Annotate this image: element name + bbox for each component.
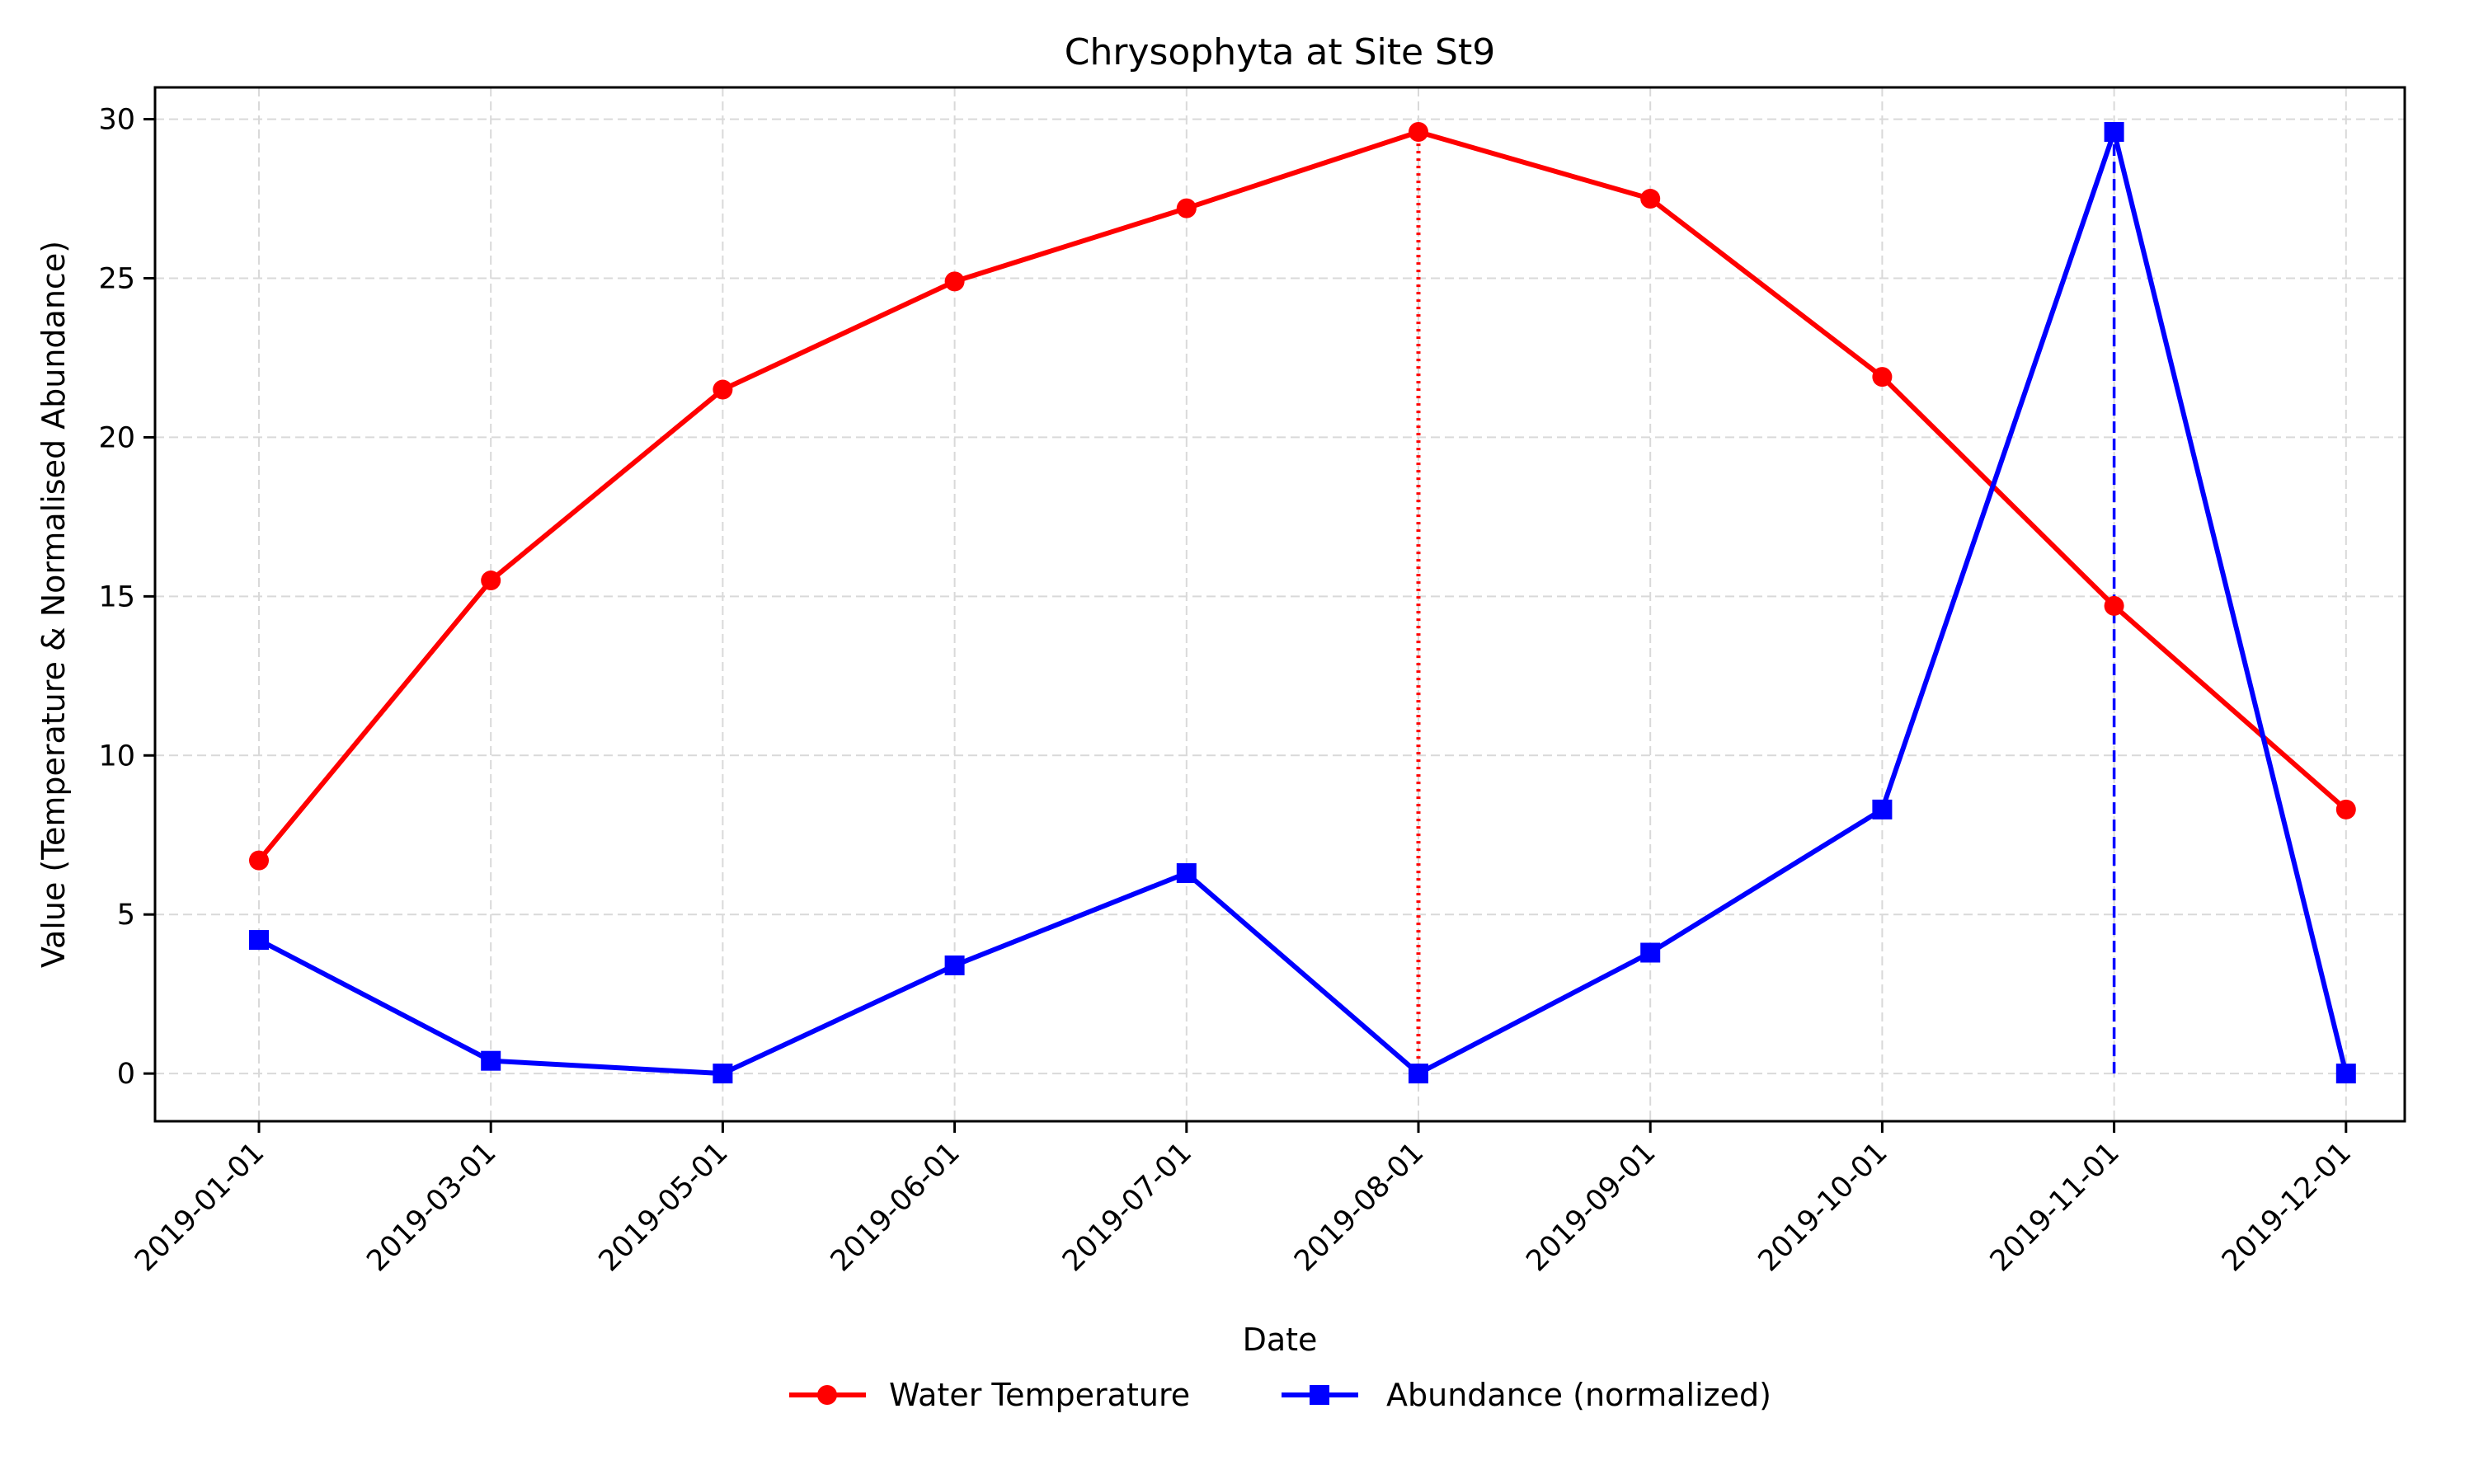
chart-title: Chrysophyta at Site St9 [1065,31,1495,73]
data-point [1176,863,1197,884]
data-point [1640,189,1661,209]
y-tick-label: 30 [98,104,135,137]
data-point [2335,1064,2356,1084]
data-point [1409,122,1428,143]
data-point [2335,799,2356,819]
data-point [1176,198,1197,218]
legend: Water Temperature Abundance (normalized) [789,1377,1771,1413]
data-point [249,850,269,871]
y-tick-label: 25 [98,263,135,296]
data-point [1872,799,1893,819]
legend-marker [817,1385,837,1405]
data-point [1640,942,1661,963]
legend-marker [1310,1385,1329,1405]
series [249,122,2356,1084]
data-point [944,271,965,292]
y-tick-label: 5 [117,899,135,932]
y-tick-label: 20 [98,421,135,454]
x-axis-label: Date [1243,1322,1318,1358]
y-tick-label: 0 [117,1058,135,1091]
data-point [2104,595,2124,616]
y-tick-label: 15 [98,580,135,613]
data-point [713,1064,733,1084]
plot-frame [153,86,2406,1123]
legend-label: Abundance (normalized) [1386,1377,1771,1413]
y-tick-label: 10 [98,740,135,773]
data-point [1409,1064,1428,1084]
series-line-0 [256,129,2348,862]
data-point [481,571,501,591]
data-point [944,955,965,975]
data-point [481,1050,501,1071]
grid [155,87,2405,1121]
data-point [2104,122,2124,143]
data-point [249,930,269,951]
legend-label: Water Temperature [889,1377,1190,1413]
series-line-1 [257,129,2349,1077]
data-point [1872,367,1893,387]
data-point [713,379,733,400]
y-axis-label: Value (Temperature & Normalised Abundanc… [35,241,72,968]
